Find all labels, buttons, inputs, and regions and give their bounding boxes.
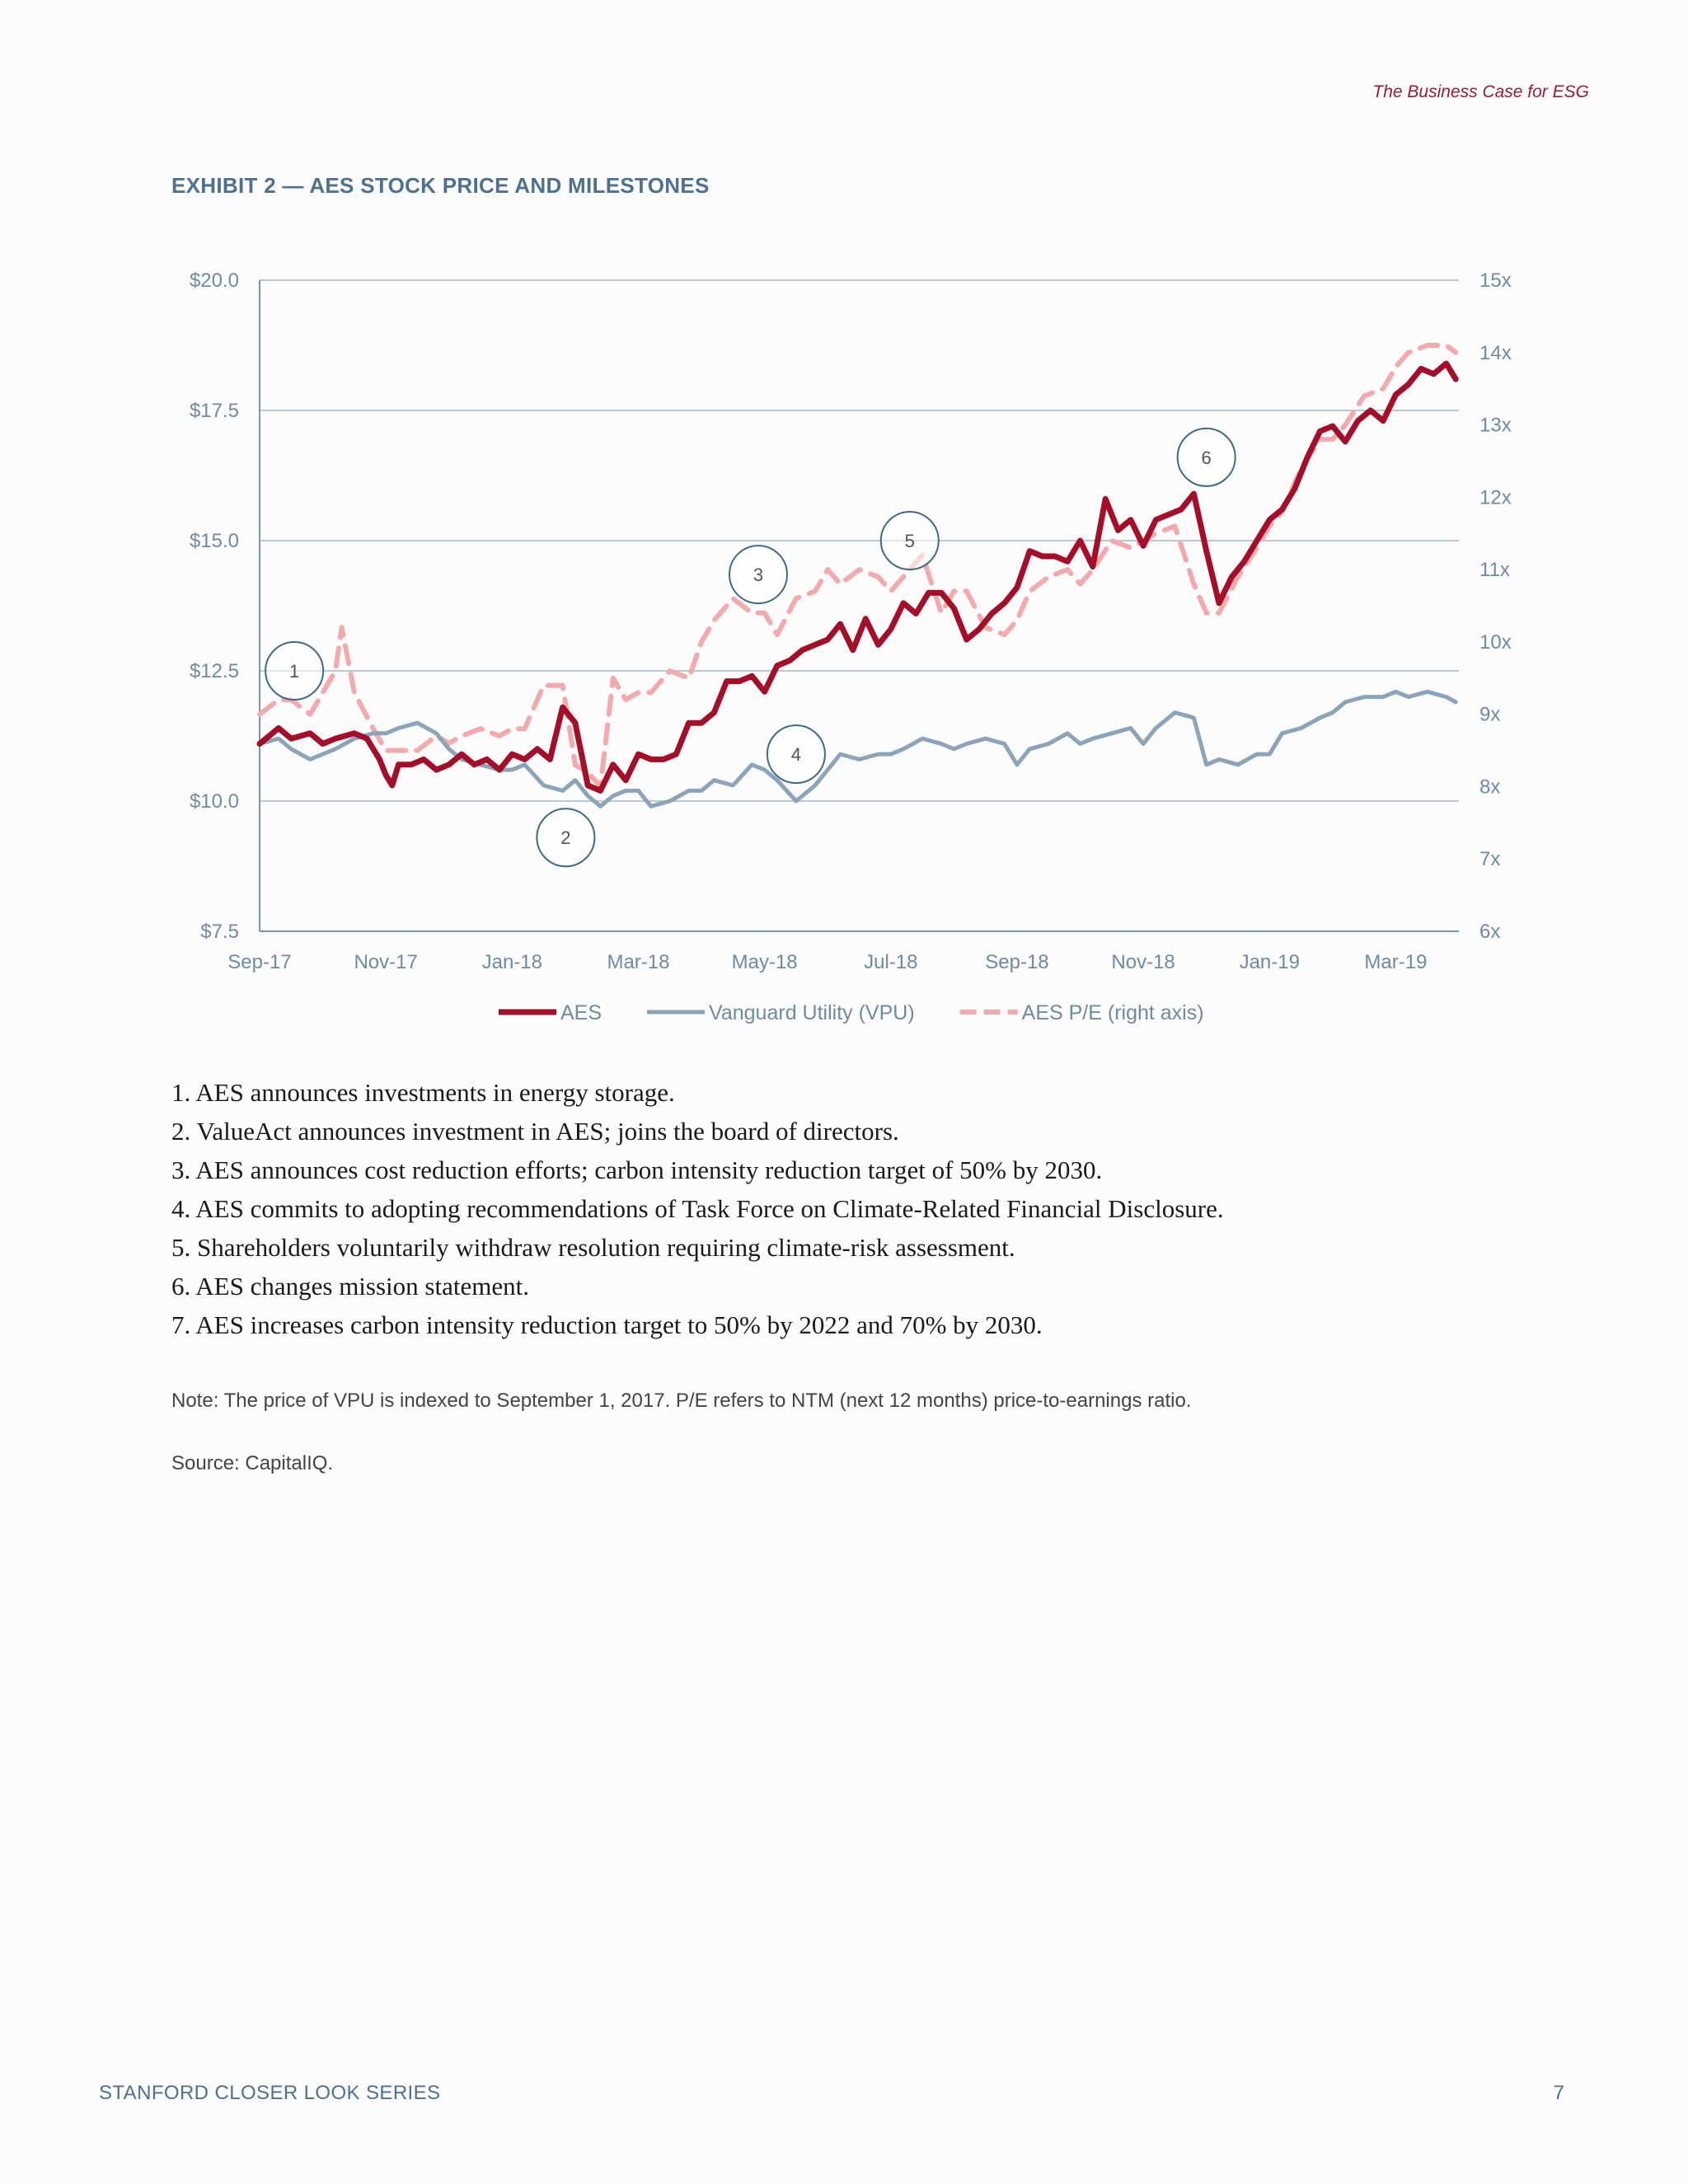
milestone-label: 1 bbox=[289, 661, 299, 682]
milestone-circle bbox=[879, 511, 940, 570]
y-right-tick-label: 10x bbox=[1479, 631, 1512, 654]
y-left-tick-label: $10.0 bbox=[190, 790, 239, 813]
x-tick-label: Nov-17 bbox=[354, 951, 417, 973]
y-right-tick-label: 9x bbox=[1479, 704, 1500, 726]
running-header: The Business Case for ESG bbox=[1372, 82, 1589, 101]
milestone-marker: 4 bbox=[766, 724, 826, 785]
x-tick-label: Mar-18 bbox=[607, 951, 669, 973]
milestone-label: 6 bbox=[1202, 448, 1212, 468]
milestone-marker: 1 bbox=[265, 641, 325, 701]
x-tick-label: Jul-18 bbox=[864, 951, 917, 973]
y-right-tick-label: 6x bbox=[1479, 921, 1500, 943]
legend-label: AES P/E (right axis) bbox=[1022, 1001, 1204, 1024]
milestone-label: 3 bbox=[753, 565, 763, 585]
x-tick-label: Mar-19 bbox=[1364, 951, 1427, 973]
milestone-circle bbox=[265, 641, 325, 701]
page-number: 7 bbox=[1553, 2082, 1564, 2104]
stock-price-chart: $20.0$17.5$15.0$12.5$10.0$7.515x14x13x12… bbox=[190, 269, 1512, 1024]
y-right-tick-label: 7x bbox=[1479, 848, 1500, 870]
milestone-label: 4 bbox=[791, 744, 801, 765]
note-item-7: 7. AES increases carbon intensity reduct… bbox=[171, 1310, 1043, 1339]
y-right-tick-label: 15x bbox=[1479, 269, 1512, 292]
vpu-price-line bbox=[257, 689, 1458, 808]
milestone-marker: 6 bbox=[1176, 427, 1236, 487]
x-tick-label: Sep-18 bbox=[985, 951, 1048, 973]
y-right-tick-label: 13x bbox=[1479, 415, 1512, 437]
y-left-tick-label: $20.0 bbox=[190, 269, 239, 292]
milestone-circle bbox=[766, 724, 826, 785]
note-item-2: 2. ValueAct announces investment in AES;… bbox=[171, 1117, 899, 1146]
footer-series: STANFORD CLOSER LOOK SERIES bbox=[99, 2082, 441, 2104]
note-item-3: 3. AES announces cost reduction efforts;… bbox=[171, 1155, 1103, 1184]
note-item-5: 5. Shareholders voluntarily withdraw res… bbox=[171, 1233, 1015, 1262]
x-tick-label: Sep-17 bbox=[227, 951, 291, 973]
aes-pe-line bbox=[257, 343, 1459, 790]
note-item-6: 6. AES changes mission statement. bbox=[171, 1272, 529, 1301]
milestone-circle bbox=[728, 545, 788, 605]
x-tick-label: Jan-19 bbox=[1240, 951, 1300, 973]
milestone-label: 5 bbox=[905, 531, 915, 551]
y-left-tick-label: $12.5 bbox=[190, 660, 239, 682]
exhibit-title: EXHIBIT 2 — AES STOCK PRICE AND MILESTON… bbox=[171, 173, 710, 198]
y-right-tick-label: 12x bbox=[1479, 486, 1512, 509]
aes-price-line bbox=[256, 360, 1459, 794]
y-left-tick-label: $15.0 bbox=[190, 530, 239, 552]
note-item-1: 1. AES announces investments in energy s… bbox=[171, 1078, 675, 1107]
milestone-marker: 3 bbox=[728, 545, 788, 605]
chart-source: Source: CapitalIQ. bbox=[171, 1452, 334, 1474]
y-left-tick-label: $17.5 bbox=[190, 400, 239, 422]
legend-label: Vanguard Utility (VPU) bbox=[709, 1001, 915, 1024]
x-tick-label: Jan-18 bbox=[482, 951, 542, 973]
x-tick-label: May-18 bbox=[732, 951, 798, 973]
y-right-tick-label: 11x bbox=[1479, 559, 1510, 581]
y-left-tick-label: $7.5 bbox=[200, 921, 239, 943]
milestone-notes: 1. AES announces investments in energy s… bbox=[171, 1073, 1224, 1344]
y-right-tick-label: 14x bbox=[1479, 342, 1512, 364]
milestone-marker: 2 bbox=[536, 808, 596, 868]
chart-note: Note: The price of VPU is indexed to Sep… bbox=[171, 1390, 1192, 1412]
x-tick-label: Nov-18 bbox=[1111, 951, 1175, 973]
note-item-4: 4. AES commits to adopting recommendatio… bbox=[171, 1194, 1224, 1223]
milestone-circle bbox=[1176, 427, 1236, 487]
milestone-marker: 5 bbox=[879, 511, 940, 570]
legend-label: AES bbox=[560, 1001, 602, 1024]
milestone-circle bbox=[536, 808, 596, 868]
milestone-label: 2 bbox=[560, 827, 570, 848]
y-right-tick-label: 8x bbox=[1479, 776, 1500, 798]
